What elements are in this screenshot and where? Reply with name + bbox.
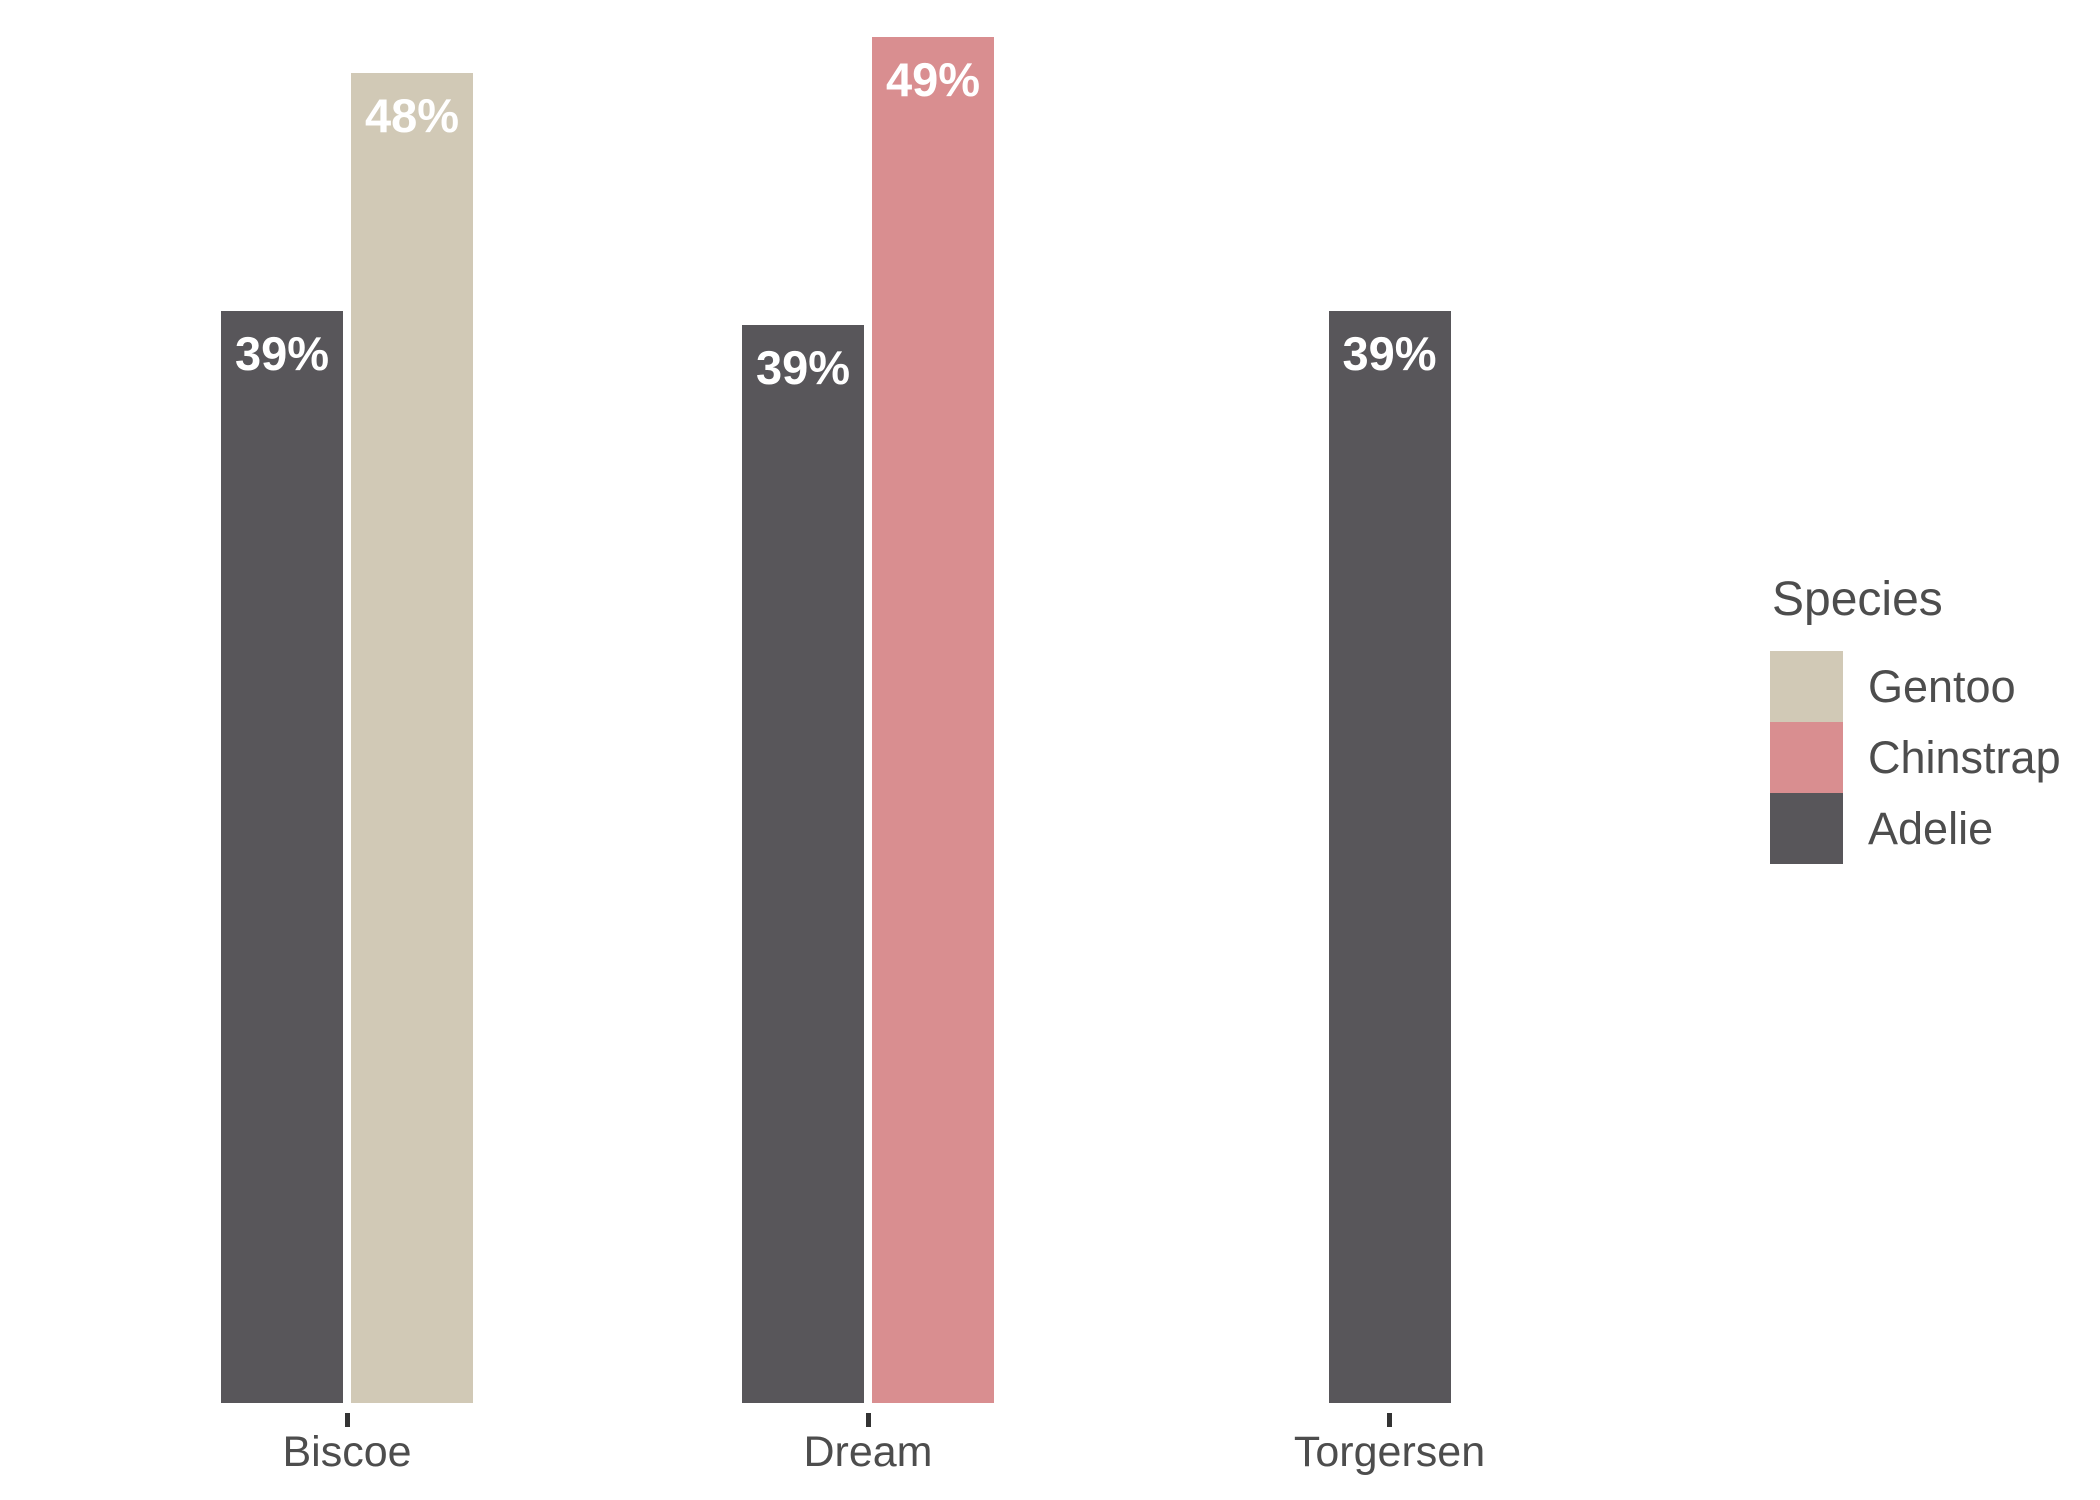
bar-value-label: 39% [234, 327, 330, 380]
bar-dream-adelie: 39% [742, 325, 864, 1403]
x-axis-tick-biscoe [344, 1413, 350, 1427]
legend-title: Species [1772, 573, 1943, 626]
legend-swatch-adelie [1770, 793, 1843, 864]
legend-swatch-gentoo [1770, 651, 1843, 722]
x-axis-tick-torgersen [1387, 1413, 1392, 1427]
bar-dream-chinstrap: 49% [872, 36, 994, 1403]
bar-value-label: 48% [364, 89, 460, 142]
legend-label-adelie: Adelie [1868, 802, 1994, 854]
plot-area: 39% 48% 39% 49% 39% Biscoe Dream Torgers… [221, 36, 1486, 1476]
legend: Species Gentoo Chinstrap Adelie [1770, 572, 2061, 864]
legend-item-chinstrap: Chinstrap [1770, 722, 2061, 793]
x-axis-tick-dream [865, 1413, 871, 1427]
x-axis-label-biscoe: Biscoe [282, 1428, 412, 1476]
legend-swatch-chinstrap [1770, 722, 1843, 793]
bar-torgersen-adelie: 39% [1328, 311, 1451, 1403]
legend-label-gentoo: Gentoo [1868, 660, 2016, 712]
legend-item-adelie: Adelie [1770, 793, 2061, 864]
bar-biscoe-adelie: 39% [221, 311, 343, 1403]
bar-value-label: 39% [1342, 327, 1437, 380]
bar-value-label: 49% [885, 52, 981, 106]
bar-biscoe-gentoo: 48% [351, 73, 473, 1403]
x-axis-label-torgersen: Torgersen [1293, 1428, 1486, 1476]
x-axis-label-dream: Dream [803, 1428, 933, 1476]
legend-label-chinstrap: Chinstrap [1868, 731, 2061, 783]
legend-item-gentoo: Gentoo [1770, 651, 2061, 722]
bar-value-label: 39% [755, 341, 851, 394]
legend-items: Gentoo Chinstrap Adelie [1770, 651, 2061, 864]
